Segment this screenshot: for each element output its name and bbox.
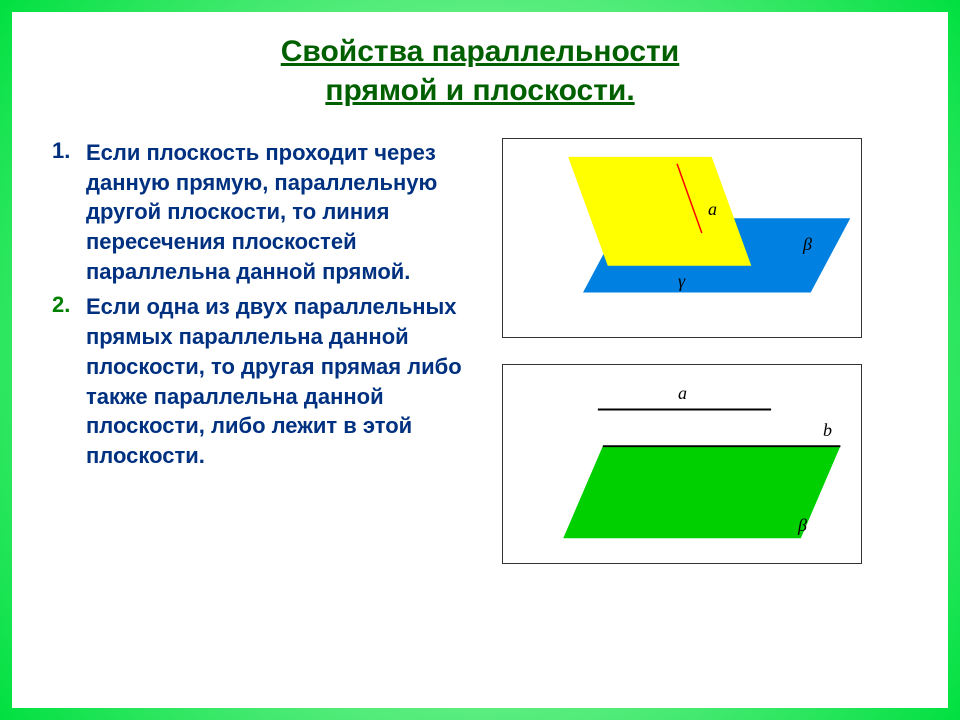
diagram-1: a γ β (502, 138, 862, 338)
list-text-2: Если одна из двух параллельных прямых па… (86, 292, 472, 470)
label-b: b (823, 420, 832, 441)
title-line-1: Свойства параллельности (281, 35, 680, 68)
list-item-2: 2. Если одна из двух параллельных прямых… (52, 292, 472, 470)
label-a: a (708, 199, 717, 220)
diagram-column: a γ β a b β (502, 138, 908, 564)
list-item-1: 1. Если плоскость проходит через данную … (52, 138, 472, 286)
yellow-plane (568, 157, 751, 266)
content-row: 1. Если плоскость проходит через данную … (52, 138, 908, 564)
label-beta: β (798, 515, 807, 536)
text-column: 1. Если плоскость проходит через данную … (52, 138, 472, 564)
list-number-1: 1. (52, 138, 76, 286)
label-a: a (678, 383, 687, 404)
label-gamma: γ (678, 271, 685, 292)
title-line-2: прямой и плоскости. (325, 74, 634, 107)
label-beta: β (803, 234, 812, 255)
list-text-1: Если плоскость проходит через данную пря… (86, 138, 472, 286)
slide-frame: Свойства параллельности прямой и плоскос… (0, 0, 960, 720)
slide-content: Свойства параллельности прямой и плоскос… (12, 12, 948, 708)
diagram-2: a b β (502, 364, 862, 564)
slide-title: Свойства параллельности прямой и плоскос… (52, 32, 908, 110)
list-number-2: 2. (52, 292, 76, 470)
